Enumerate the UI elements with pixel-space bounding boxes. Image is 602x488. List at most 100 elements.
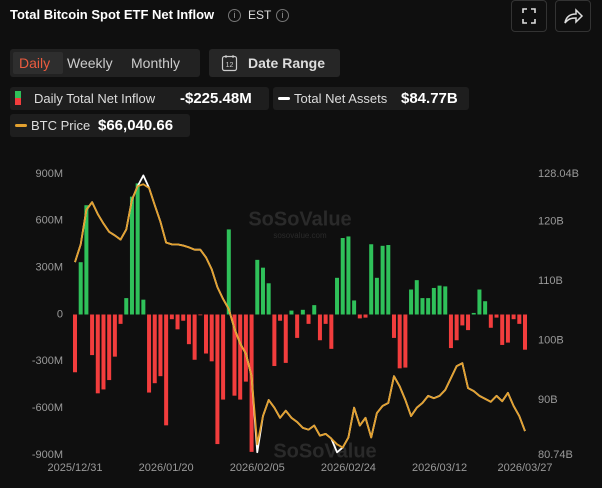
legend-inflow[interactable]: Daily Total Net Inflow -$225.48M bbox=[10, 87, 269, 110]
bar bbox=[431, 287, 436, 315]
bar bbox=[386, 245, 391, 315]
bar bbox=[255, 259, 260, 315]
bar bbox=[181, 314, 186, 321]
watermark-url: sosovalue.com bbox=[273, 231, 327, 240]
tab-daily[interactable]: Daily bbox=[19, 55, 51, 71]
bar bbox=[232, 314, 237, 396]
tab-bar: Daily Weekly Monthly bbox=[10, 49, 200, 77]
watermark: SoSoValue bbox=[273, 440, 376, 462]
y2-tick-label: 90B bbox=[538, 394, 558, 406]
bar bbox=[329, 314, 334, 349]
y2-tick-label: 110B bbox=[538, 275, 563, 287]
info-icon[interactable]: i bbox=[228, 9, 241, 22]
y2-tick-label: 120B bbox=[538, 216, 564, 228]
tab-weekly[interactable]: Weekly bbox=[67, 55, 113, 71]
x-tick-label: 2025/12/31 bbox=[47, 462, 102, 474]
calendar-day: 12 bbox=[226, 62, 234, 69]
info-icon[interactable]: i bbox=[276, 9, 289, 22]
line bbox=[74, 183, 526, 449]
bar bbox=[363, 314, 368, 318]
bar bbox=[317, 314, 322, 341]
bar bbox=[141, 299, 146, 315]
share-icon bbox=[564, 8, 584, 24]
x-tick-label: 2026/01/20 bbox=[139, 462, 194, 474]
bar bbox=[124, 298, 129, 315]
bar bbox=[300, 309, 305, 315]
bar bbox=[483, 301, 488, 315]
legend-label: Daily Total Net Inflow bbox=[34, 91, 156, 106]
bar bbox=[488, 314, 493, 328]
date-range-button[interactable]: 12 Date Range bbox=[209, 49, 340, 77]
legend-swatch-up bbox=[15, 91, 21, 98]
x-tick-label: 2026/02/05 bbox=[230, 462, 285, 474]
bar bbox=[323, 314, 328, 324]
bar bbox=[477, 289, 482, 315]
legend-value: $84.77B bbox=[401, 90, 458, 107]
fullscreen-icon bbox=[522, 8, 536, 24]
y2-tick-label: 80.74B bbox=[538, 449, 573, 461]
legend-swatch-down bbox=[15, 98, 21, 105]
y2-tick-label: 100B bbox=[538, 334, 564, 346]
y-tick-label: -300M bbox=[32, 355, 63, 367]
bar bbox=[403, 314, 408, 368]
bar bbox=[460, 314, 465, 326]
bar bbox=[335, 277, 340, 315]
calendar-icon: 12 bbox=[221, 55, 238, 72]
date-range-label: Date Range bbox=[248, 55, 326, 71]
legend-value: -$225.48M bbox=[180, 90, 252, 107]
y2-tick-label: 128.04B bbox=[538, 168, 579, 180]
bar bbox=[164, 314, 169, 426]
fullscreen-button[interactable] bbox=[511, 0, 547, 32]
legend-price[interactable]: BTC Price $66,040.66 bbox=[10, 114, 190, 137]
timezone[interactable]: EST bbox=[248, 8, 272, 22]
bar bbox=[147, 314, 152, 393]
bar bbox=[107, 314, 112, 381]
bar bbox=[283, 314, 288, 363]
legend-assets[interactable]: Total Net Assets $84.77B bbox=[273, 87, 469, 110]
y-tick-label: -900M bbox=[32, 449, 63, 461]
bar bbox=[312, 305, 317, 315]
page-title: Total Bitcoin Spot ETF Net Inflow bbox=[10, 7, 215, 22]
x-tick-label: 2026/03/27 bbox=[497, 462, 552, 474]
bar bbox=[186, 314, 191, 345]
y-tick-label: -600M bbox=[32, 402, 63, 414]
bar bbox=[169, 314, 174, 320]
bar bbox=[523, 314, 527, 350]
bar bbox=[500, 314, 505, 345]
bar bbox=[340, 238, 345, 315]
bar bbox=[437, 285, 442, 315]
bar bbox=[448, 314, 453, 349]
bar bbox=[289, 310, 294, 315]
bar bbox=[152, 314, 157, 384]
legend-swatch bbox=[278, 97, 290, 100]
bar bbox=[397, 314, 402, 369]
bar bbox=[238, 314, 243, 400]
y-tick-label: 900M bbox=[35, 168, 63, 180]
bar bbox=[454, 314, 459, 341]
x-tick-label: 2026/02/24 bbox=[321, 462, 376, 474]
x-tick-label: 2026/03/12 bbox=[412, 462, 467, 474]
bar bbox=[90, 314, 95, 356]
share-button[interactable] bbox=[555, 0, 591, 32]
bar bbox=[129, 196, 134, 315]
bar bbox=[278, 314, 283, 321]
bar bbox=[158, 314, 163, 377]
tab-monthly[interactable]: Monthly bbox=[131, 55, 181, 71]
bar bbox=[118, 314, 123, 324]
bar bbox=[95, 314, 100, 394]
bar bbox=[374, 277, 379, 315]
y-tick-label: 0 bbox=[57, 308, 63, 320]
legend-value: $66,040.66 bbox=[98, 117, 174, 134]
bar bbox=[391, 314, 396, 338]
bar bbox=[175, 314, 180, 330]
bar bbox=[192, 314, 197, 360]
bar bbox=[420, 298, 425, 315]
bar bbox=[135, 183, 140, 315]
bar bbox=[511, 314, 516, 320]
bar bbox=[84, 205, 89, 315]
bar bbox=[221, 314, 226, 400]
legend-label: BTC Price bbox=[31, 118, 91, 133]
bar bbox=[78, 262, 83, 315]
